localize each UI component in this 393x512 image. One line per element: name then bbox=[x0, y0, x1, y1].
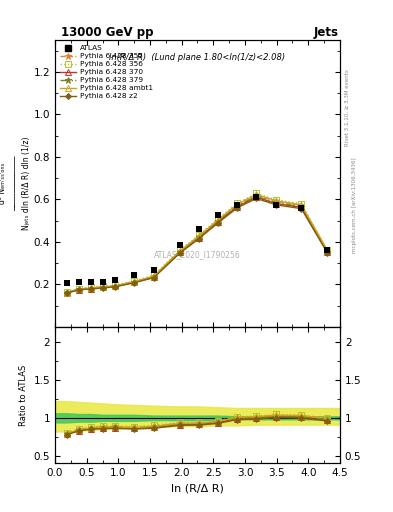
Y-axis label: d² Nₑₘⁱₛₛⁱₒₙₛ
────────────
Nⱼₑₜₛ dln (R/Δ R) dln (1/z): d² Nₑₘⁱₛₛⁱₒₙₛ ──────────── Nⱼₑₜₛ dln (R/… bbox=[0, 137, 31, 230]
Text: ln(R/Δ R)  (Lund plane 1.80<ln(1/z)<2.08): ln(R/Δ R) (Lund plane 1.80<ln(1/z)<2.08) bbox=[109, 53, 286, 62]
Legend: ATLAS, Pythia 6.428 355, Pythia 6.428 356, Pythia 6.428 370, Pythia 6.428 379, P: ATLAS, Pythia 6.428 355, Pythia 6.428 35… bbox=[59, 44, 154, 101]
Text: Jets: Jets bbox=[314, 26, 339, 38]
Text: mcplots.cern.ch [arXiv:1306.3436]: mcplots.cern.ch [arXiv:1306.3436] bbox=[352, 157, 357, 252]
Text: ATLAS_2020_I1790256: ATLAS_2020_I1790256 bbox=[154, 250, 241, 260]
Y-axis label: Ratio to ATLAS: Ratio to ATLAS bbox=[19, 365, 28, 425]
X-axis label: ln (R/Δ R): ln (R/Δ R) bbox=[171, 484, 224, 494]
Text: Rivet 3.1.10, ≥ 3.3M events: Rivet 3.1.10, ≥ 3.3M events bbox=[345, 69, 350, 146]
Text: 13000 GeV pp: 13000 GeV pp bbox=[61, 26, 153, 38]
